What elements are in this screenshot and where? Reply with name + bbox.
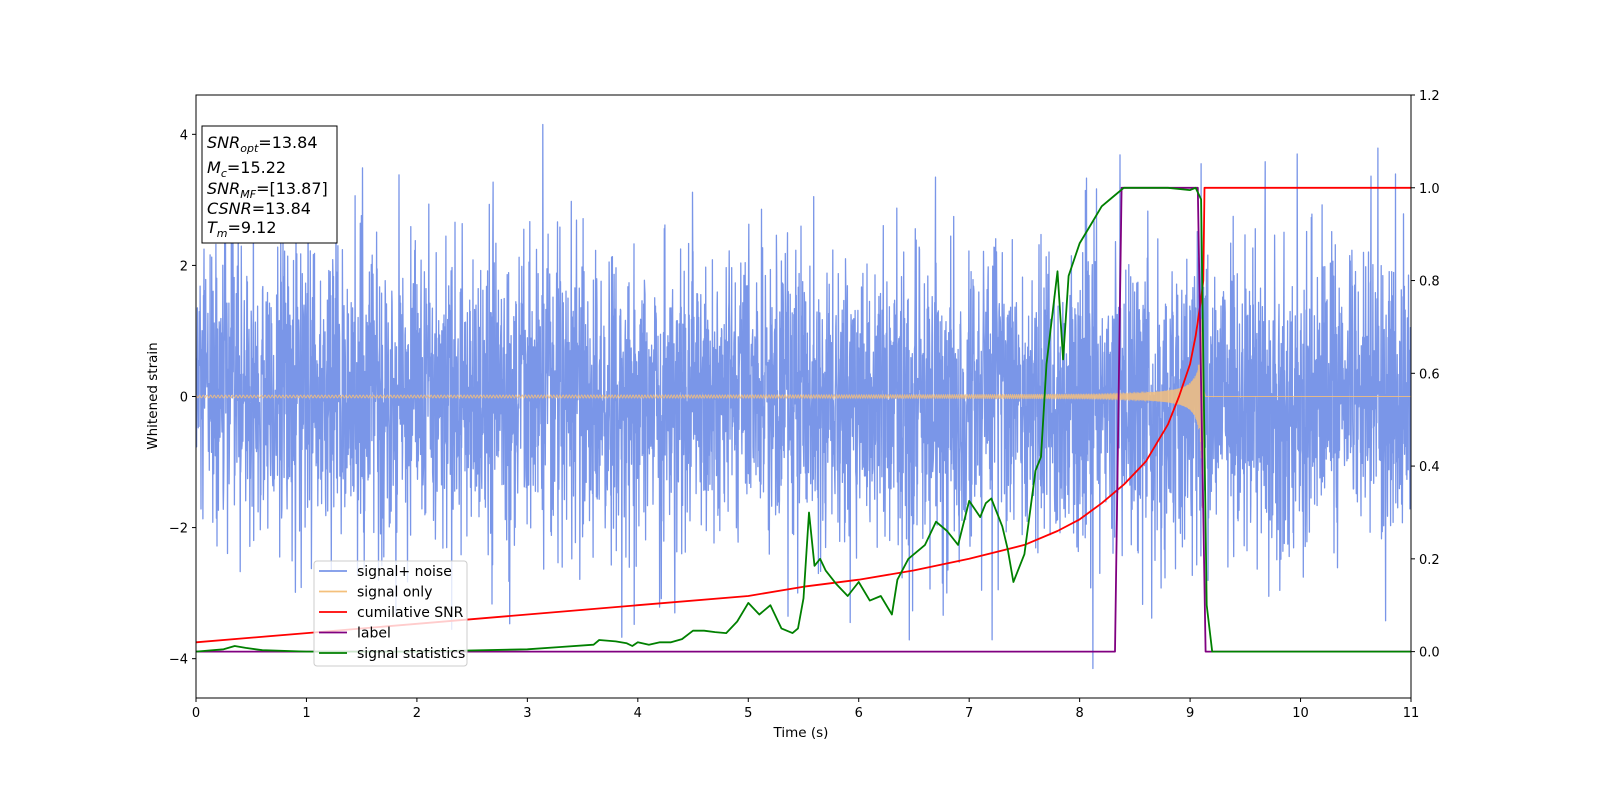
info-box-line: CSNR=13.84: [207, 199, 311, 218]
series-layer: [196, 123, 1411, 670]
x-tick-label: 8: [1075, 706, 1083, 721]
y-axis-right: 0.0 0.2 0.4 0.6 0.8 1.0 1.2: [1411, 89, 1440, 661]
y2-tick-label: 1.0: [1419, 182, 1440, 197]
legend-entry-label: signal only: [357, 585, 432, 601]
y-tick-label: 2: [180, 259, 188, 274]
info-box: SNRopt=13.84 Mc=15.22SNRMF=[13.87]CSNR=13…: [201, 125, 338, 244]
legend-entry-label: signal statistics: [357, 646, 465, 662]
info-box-line: Tm=9.12: [207, 218, 277, 240]
y2-tick-label: 0.0: [1419, 646, 1440, 661]
y-tick-label: 0: [180, 391, 188, 406]
x-tick-label: 5: [744, 706, 752, 721]
legend-entry-label: signal+ noise: [357, 564, 452, 580]
info-box-frame: [201, 125, 338, 244]
series-cumulative-snr-line: [196, 186, 1411, 644]
x-tick-label: 7: [965, 706, 973, 721]
series-signal-only-line: [196, 292, 1411, 514]
info-box-line: Mc=15.22: [207, 158, 286, 180]
y-tick-label: −2: [169, 522, 188, 537]
y-axis-left: −4 −2 0 2 4: [169, 128, 196, 668]
info-box-line: SNRMF=[13.87]: [207, 179, 328, 201]
info-box-line: SNRopt=13.84: [207, 133, 318, 155]
legend-frame: [313, 560, 468, 667]
x-tick-label: 10: [1292, 706, 1309, 721]
x-tick-label: 2: [413, 706, 421, 721]
legend: signal+ noise signal only cumilative SNR la…: [313, 560, 468, 667]
y2-tick-label: 0.2: [1419, 553, 1440, 568]
y-tick-label: 4: [180, 128, 188, 143]
y2-tick-label: 1.2: [1419, 89, 1440, 104]
x-axis-label: Time (s): [773, 725, 829, 741]
x-tick-label: 1: [302, 706, 310, 721]
y-axis-label: Whitened strain: [145, 342, 161, 449]
x-tick-label: 4: [634, 706, 642, 721]
legend-entry-label: cumilative SNR: [357, 605, 464, 621]
y2-tick-label: 0.6: [1419, 367, 1440, 382]
x-tick-label: 9: [1186, 706, 1194, 721]
y2-tick-label: 0.8: [1419, 275, 1440, 290]
legend-entry-label: label: [357, 626, 391, 642]
x-tick-label: 11: [1403, 706, 1420, 721]
series-signal-statistics-line: [196, 186, 1411, 653]
x-axis: 0 1 2 3 4 5 6 7 8 9 10 11: [192, 698, 1419, 721]
x-tick-label: 6: [855, 706, 863, 721]
x-tick-label: 0: [192, 706, 200, 721]
y-tick-label: −4: [169, 653, 188, 668]
x-tick-label: 3: [523, 706, 531, 721]
y2-tick-label: 0.4: [1419, 460, 1440, 475]
